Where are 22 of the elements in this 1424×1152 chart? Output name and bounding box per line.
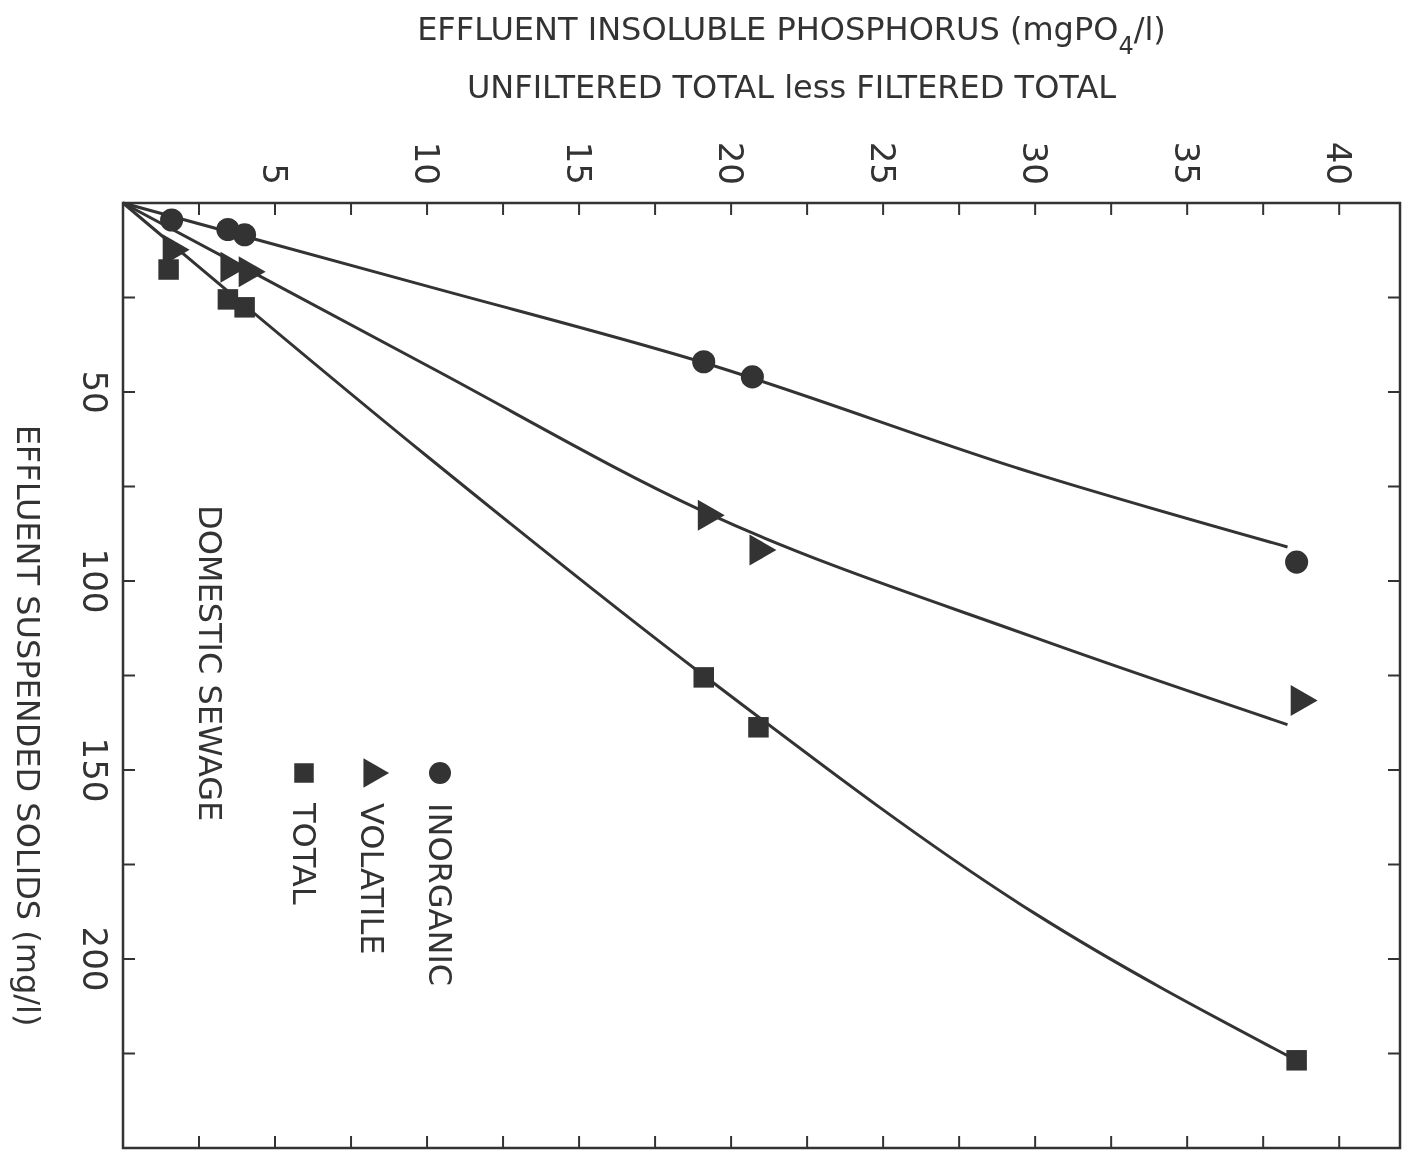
point [1285, 550, 1309, 574]
point [1286, 1050, 1307, 1071]
x-tick-label: 30 [1015, 141, 1056, 185]
legend-label: VOLATILE [353, 803, 391, 955]
annotation: DOMESTIC SEWAGE [191, 505, 229, 822]
y-tick-label: 100 [75, 548, 115, 614]
x-tick-label: 40 [1319, 141, 1360, 185]
x-tick-label: 5 [255, 163, 296, 185]
y-tick-label: 200 [75, 926, 115, 992]
point [748, 717, 769, 738]
x-tick-label: 15 [559, 141, 600, 185]
x-axis-title: EFFLUENT INSOLUBLE PHOSPHORUS (mgPO$_{4}$/l) UNFILTERED TOTAL less FILTERED TOTAL [417, 10, 1166, 106]
x-tick-label: 25 [863, 141, 904, 185]
x-tick-label: 20 [711, 141, 752, 185]
y-axis-title: EFFLUENT SUSPENDED SOLIDS (mg/l) [9, 424, 47, 1027]
x-tick-label: 35 [1167, 141, 1208, 185]
legend-label: INORGANIC [421, 803, 459, 987]
legend-label: TOTAL [285, 802, 323, 905]
y-tick-label: 50 [75, 370, 115, 414]
point [158, 259, 179, 280]
x-tick-label: 10 [407, 141, 448, 185]
y-tick-label: 150 [75, 737, 115, 803]
